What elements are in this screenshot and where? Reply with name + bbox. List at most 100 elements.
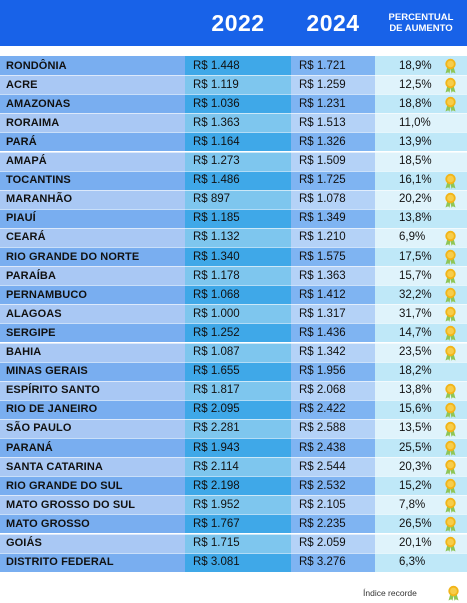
value-2024-cell: R$ 1.231 (291, 94, 375, 114)
percent-cell-text: 15,2% (399, 479, 432, 492)
legend-label: Índice recorde (363, 588, 417, 598)
medal-icon (445, 402, 456, 418)
value-2024-cell-text: R$ 1.326 (299, 135, 346, 148)
row-divider (0, 75, 467, 77)
value-2022-cell: R$ 1.087 (185, 342, 291, 362)
value-2024-cell: R$ 1.259 (291, 75, 375, 95)
value-2022-cell: R$ 1.036 (185, 94, 291, 114)
percent-cell: 6,3% (375, 552, 467, 572)
percent-cell-text: 31,7% (399, 307, 432, 320)
medal-icon (445, 192, 456, 208)
state-cell-text: DISTRITO FEDERAL (6, 556, 114, 569)
value-2024-cell: R$ 1.956 (291, 361, 375, 381)
row-divider (0, 495, 467, 497)
legend: Índice recorde (355, 584, 467, 602)
value-2022-cell-text: R$ 2.095 (193, 403, 240, 416)
percent-cell-text: 20,3% (399, 460, 432, 473)
table-row: AMAPÁ R$ 1.273 R$ 1.509 18,5% (0, 151, 467, 171)
state-cell: AMAPÁ (0, 151, 185, 171)
state-cell-text: PARAÍBA (6, 269, 56, 282)
value-2024-cell: R$ 1.575 (291, 247, 375, 267)
value-2022-cell: R$ 1.068 (185, 285, 291, 305)
percent-cell-text: 18,8% (399, 97, 432, 110)
state-cell: MATO GROSSO (0, 514, 185, 534)
value-2022-cell: R$ 1.340 (185, 247, 291, 267)
medal-icon (445, 440, 456, 456)
row-divider (0, 227, 467, 229)
percent-cell: 18,9% (375, 56, 467, 76)
value-2024-cell: R$ 1.317 (291, 304, 375, 324)
value-2024-cell: R$ 1.078 (291, 189, 375, 209)
row-divider (0, 533, 467, 535)
percent-cell-text: 17,5% (399, 250, 432, 263)
state-cell-text: TOCANTINS (6, 174, 71, 187)
state-cell-text: MINAS GERAIS (6, 365, 88, 378)
row-divider (0, 418, 467, 420)
percent-cell: 26,5% (375, 514, 467, 534)
table-row: RORAIMA R$ 1.363 R$ 1.513 11,0% (0, 113, 467, 133)
percent-cell: 16,1% (375, 170, 467, 190)
value-2022-cell: R$ 1.000 (185, 304, 291, 324)
percent-cell: 20,1% (375, 533, 467, 553)
medal-icon (448, 585, 459, 601)
table-row: MATO GROSSO DO SUL R$ 1.952 R$ 2.105 7,8% (0, 495, 467, 515)
value-2022-cell-text: R$ 1.486 (193, 174, 240, 187)
value-2022-cell: R$ 1.655 (185, 361, 291, 381)
value-2022-cell-text: R$ 1.273 (193, 155, 240, 168)
state-cell-text: RIO GRANDE DO SUL (6, 479, 123, 492)
state-cell: RIO GRANDE DO NORTE (0, 247, 185, 267)
table-row: TOCANTINS R$ 1.486 R$ 1.725 16,1% (0, 170, 467, 190)
medal-icon (445, 517, 456, 533)
state-cell-text: PARÁ (6, 135, 37, 148)
value-2022-cell: R$ 1.943 (185, 438, 291, 458)
state-cell: RONDÔNIA (0, 56, 185, 76)
state-cell-text: AMAZONAS (6, 97, 71, 110)
value-2022-cell: R$ 1.132 (185, 227, 291, 247)
percent-cell: 20,2% (375, 189, 467, 209)
state-cell: SERGIPE (0, 323, 185, 343)
percent-cell: 11,0% (375, 113, 467, 133)
medal-icon (445, 478, 456, 494)
state-cell: CEARÁ (0, 227, 185, 247)
value-2022-cell: R$ 1.273 (185, 151, 291, 171)
value-2024-cell-text: R$ 2.059 (299, 537, 346, 550)
value-2022-cell: R$ 1.119 (185, 75, 291, 95)
state-cell-text: SÃO PAULO (6, 422, 72, 435)
medal-icon (445, 77, 456, 93)
percent-cell-text: 18,9% (399, 59, 432, 72)
percent-cell: 23,5% (375, 342, 467, 362)
value-2024-cell: R$ 2.544 (291, 457, 375, 477)
percent-cell: 13,8% (375, 380, 467, 400)
percent-cell: 17,5% (375, 247, 467, 267)
percent-cell: 15,7% (375, 266, 467, 286)
value-2024-cell: R$ 1.721 (291, 56, 375, 76)
value-2022-cell-text: R$ 1.767 (193, 517, 240, 530)
state-cell-text: ALAGOAS (6, 307, 62, 320)
state-cell-text: RONDÔNIA (6, 59, 67, 72)
table-row: ALAGOAS R$ 1.000 R$ 1.317 31,7% (0, 304, 467, 324)
value-2024-cell: R$ 3.276 (291, 552, 375, 572)
medal-icon (445, 249, 456, 265)
state-cell: MINAS GERAIS (0, 361, 185, 381)
percent-cell-text: 13,8% (399, 384, 432, 397)
row-divider (0, 266, 467, 268)
state-cell-text: BAHIA (6, 346, 42, 359)
state-cell-text: PIAUÍ (6, 212, 36, 225)
table-row: MATO GROSSO R$ 1.767 R$ 2.235 26,5% (0, 514, 467, 534)
value-2022-cell: R$ 1.363 (185, 113, 291, 133)
state-cell: PARANÁ (0, 438, 185, 458)
header-year-2024-label: 2024 (306, 9, 360, 36)
row-divider (0, 189, 467, 191)
value-2022-cell-text: R$ 1.943 (193, 441, 240, 454)
value-2022-cell: R$ 2.281 (185, 418, 291, 438)
percent-cell: 13,8% (375, 208, 467, 228)
header-year-2022-label: 2022 (211, 9, 265, 36)
state-cell: ESPÍRITO SANTO (0, 380, 185, 400)
header-percent-line1: PERCENTUAL (388, 12, 454, 23)
row-divider (0, 361, 467, 363)
value-2024-cell: R$ 2.422 (291, 399, 375, 419)
row-divider (0, 476, 467, 478)
value-2022-cell: R$ 2.114 (185, 457, 291, 477)
value-2022-cell: R$ 1.185 (185, 208, 291, 228)
percent-cell-text: 15,6% (399, 403, 432, 416)
